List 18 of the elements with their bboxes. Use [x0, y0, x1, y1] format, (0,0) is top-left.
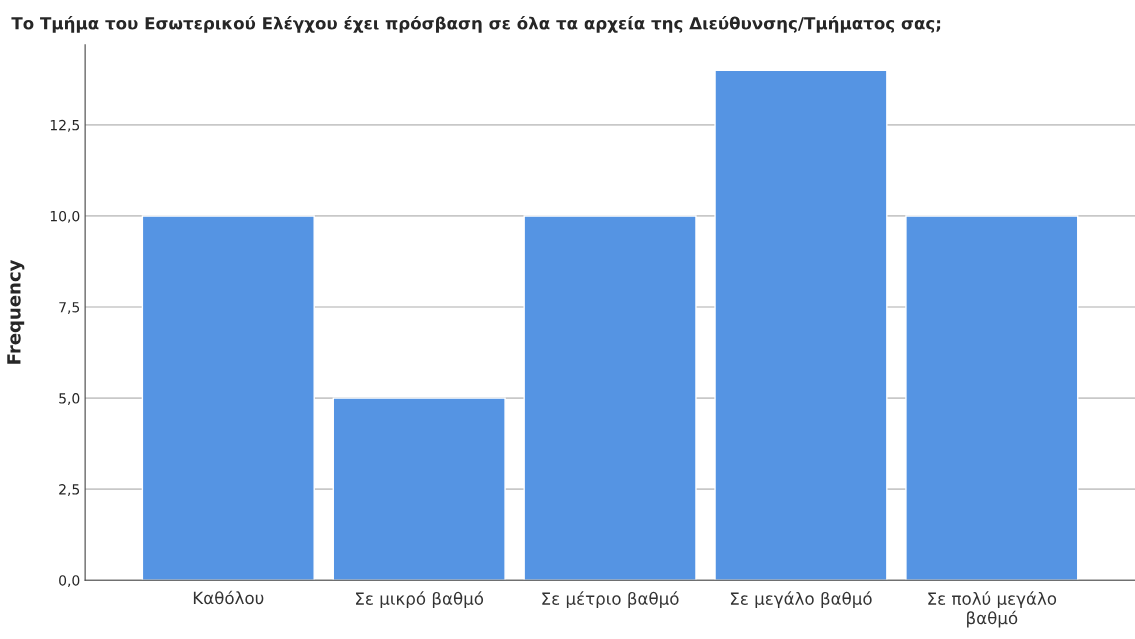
bar — [332, 397, 506, 581]
chart-title: Το Τμήμα του Εσωτερικού Ελέγχου έχει πρόσβαση σε όλα τα αρχεία της Διεύθυνσης/Τμήματος σας; — [11, 15, 941, 33]
x-tick-label: Σε μικρό βαθμό — [356, 591, 484, 609]
y-tick-label: 7,5 — [59, 302, 80, 314]
y-tick-label: 0,0 — [59, 575, 80, 588]
bar — [141, 215, 315, 581]
x-tick-label: Σε μέτριο βαθμό — [542, 591, 679, 609]
y-axis-title: Frequency — [7, 259, 25, 364]
y-tick-label: 2,5 — [59, 484, 80, 497]
bar — [905, 215, 1079, 581]
y-tick-label: 10,0 — [50, 210, 80, 223]
y-tick-label: 5,0 — [59, 393, 80, 405]
bar — [714, 69, 888, 581]
x-tick-label: Καθόλου — [193, 590, 264, 605]
y-tick-label: 12,5 — [50, 119, 80, 132]
x-tick-label: Σε πολύ μεγάλο βαθμό — [928, 591, 1057, 628]
bar — [523, 215, 697, 581]
x-tick-label: Σε μεγάλο βαθμό — [730, 591, 872, 609]
